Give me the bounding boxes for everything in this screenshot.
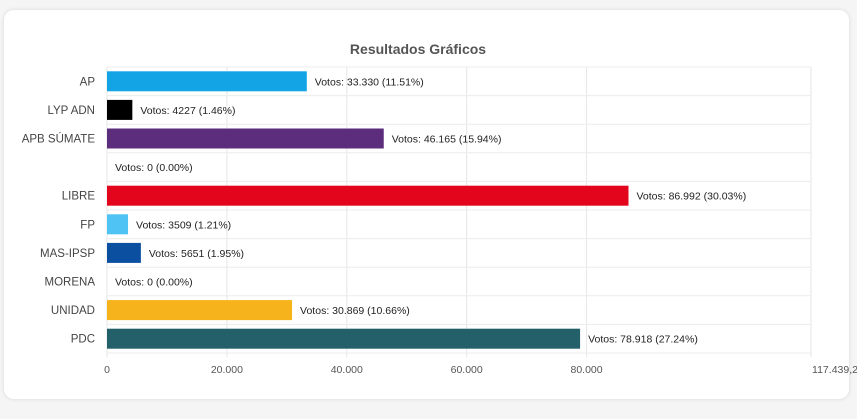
x-tick-label: 20.000 (211, 364, 243, 376)
x-tick-label: 0 (104, 364, 110, 376)
category-label: LIBRE (62, 191, 96, 203)
data-label: Votos: 3509 (1.21%) (136, 219, 231, 231)
bar (107, 300, 293, 321)
data-label: Votos: 0 (0.00%) (115, 162, 193, 174)
bar (107, 99, 133, 120)
data-label: Votos: 5651 (1.95%) (149, 248, 244, 260)
category-label: MAS-IPSP (40, 248, 95, 260)
category-label: APB SÚMATE (22, 133, 96, 146)
bar (107, 242, 141, 263)
category-label: FP (80, 219, 95, 231)
data-label: Votos: 46.165 (15.94%) (392, 134, 502, 146)
bar (107, 71, 307, 92)
bar (107, 328, 581, 349)
data-label: Votos: 30.869 (10.66%) (300, 305, 410, 317)
category-label: MORENA (45, 277, 96, 289)
x-tick-label: 60.000 (451, 364, 483, 376)
category-label: PDC (71, 334, 95, 346)
data-label: Votos: 4227 (1.46%) (140, 105, 235, 117)
chart-title: Resultados Gráficos (349, 41, 487, 57)
bar (107, 128, 384, 149)
category-label: LYP ADN (47, 105, 95, 117)
data-label: Votos: 33.330 (11.51%) (315, 76, 424, 88)
data-label: Votos: 86.992 (30.03%) (636, 191, 746, 203)
data-label: Votos: 78.918 (27.24%) (588, 334, 698, 346)
category-label: UNIDAD (51, 305, 95, 317)
bar (107, 214, 129, 235)
data-label: Votos: 0 (0.00%) (115, 277, 193, 289)
x-tick-label: 40.000 (331, 364, 363, 376)
x-tick-label: 80.000 (571, 364, 603, 376)
category-label: AP (80, 76, 96, 88)
bar (107, 185, 629, 206)
x-tick-label: 117.439,2 (812, 364, 857, 376)
